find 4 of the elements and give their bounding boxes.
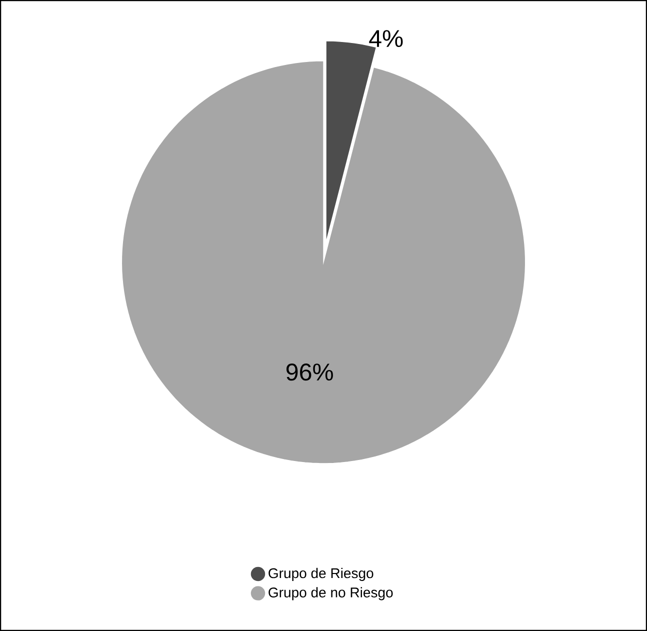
legend-label: Grupo de Riesgo xyxy=(268,568,374,581)
data-label: 4% xyxy=(369,30,403,48)
legend-label: Grupo de no Riesgo xyxy=(268,587,393,600)
data-label: 96% xyxy=(286,363,333,381)
